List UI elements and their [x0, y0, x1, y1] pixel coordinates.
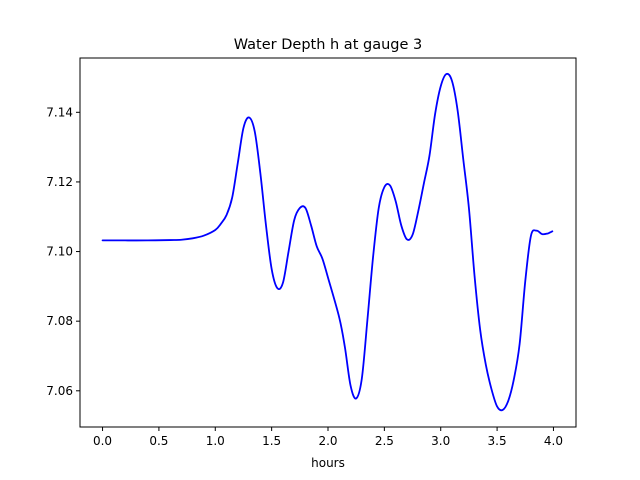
series-line [101, 72, 554, 412]
y-tick-label: 7.14 [46, 105, 73, 119]
x-tick-label: 0.0 [93, 434, 112, 448]
x-tick-label: 1.5 [262, 434, 281, 448]
y-tick-label: 7.08 [46, 314, 73, 328]
y-tick-label: 7.12 [46, 175, 73, 189]
y-tick-label: 7.10 [46, 245, 73, 259]
x-tick-label: 2.0 [318, 434, 337, 448]
x-tick-label: 3.5 [488, 434, 507, 448]
x-tick-label: 0.5 [149, 434, 168, 448]
plot-area [80, 58, 576, 427]
x-tick-label: 3.0 [431, 434, 450, 448]
x-tick-label: 2.5 [375, 434, 394, 448]
plot-frame [79, 57, 577, 428]
x-tick-label: 1.0 [206, 434, 225, 448]
chart-title: Water Depth h at gauge 3 [234, 37, 422, 53]
x-tick-label: 4.0 [544, 434, 563, 448]
x-axis-ticks: 0.0 0.5 1.0 1.5 2.0 2.5 3.0 3.5 4.0 [93, 427, 563, 448]
x-axis-label: hours [311, 456, 345, 470]
y-axis-ticks: 7.06 7.08 7.10 7.12 7.14 [46, 105, 80, 398]
y-tick-label: 7.06 [46, 384, 73, 398]
